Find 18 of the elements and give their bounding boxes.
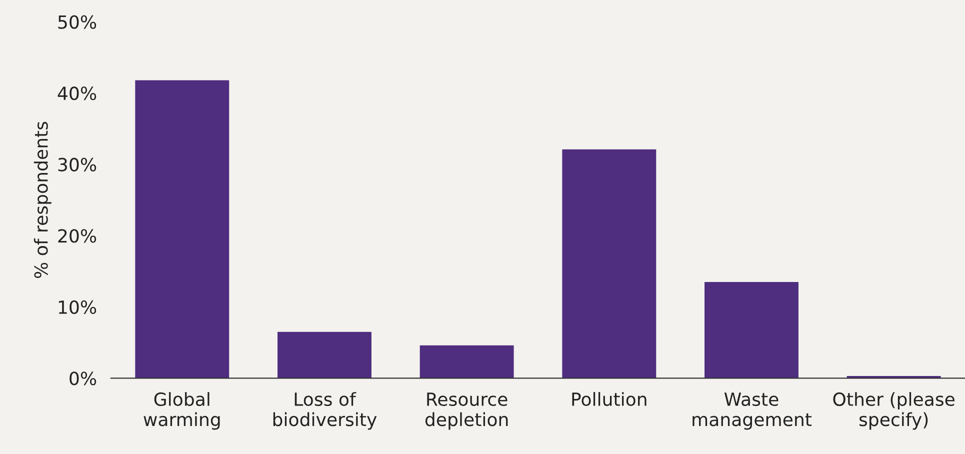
- bar: [420, 345, 514, 378]
- x-tick-label: Waste management: [692, 392, 812, 430]
- y-tick-label: 20%: [58, 229, 96, 243]
- bar: [562, 149, 656, 378]
- bar: [278, 332, 372, 378]
- y-tick-label: 0%: [70, 372, 96, 386]
- x-tick-label: Pollution: [572, 392, 646, 406]
- y-tick-label: 30%: [58, 158, 96, 172]
- bar: [704, 282, 798, 378]
- x-tick-label: Global warming: [144, 392, 220, 430]
- y-tick-label: 10%: [58, 300, 96, 314]
- y-tick-label: 40%: [58, 86, 96, 100]
- x-tick-label: Resource depletion: [425, 392, 508, 430]
- bar: [135, 80, 230, 378]
- x-tick-label: Loss of biodiversity: [273, 392, 377, 430]
- y-tick-label: 50%: [58, 15, 96, 29]
- y-axis-title: % of respondents: [34, 122, 52, 278]
- x-tick-label: Other (please specify): [833, 392, 954, 430]
